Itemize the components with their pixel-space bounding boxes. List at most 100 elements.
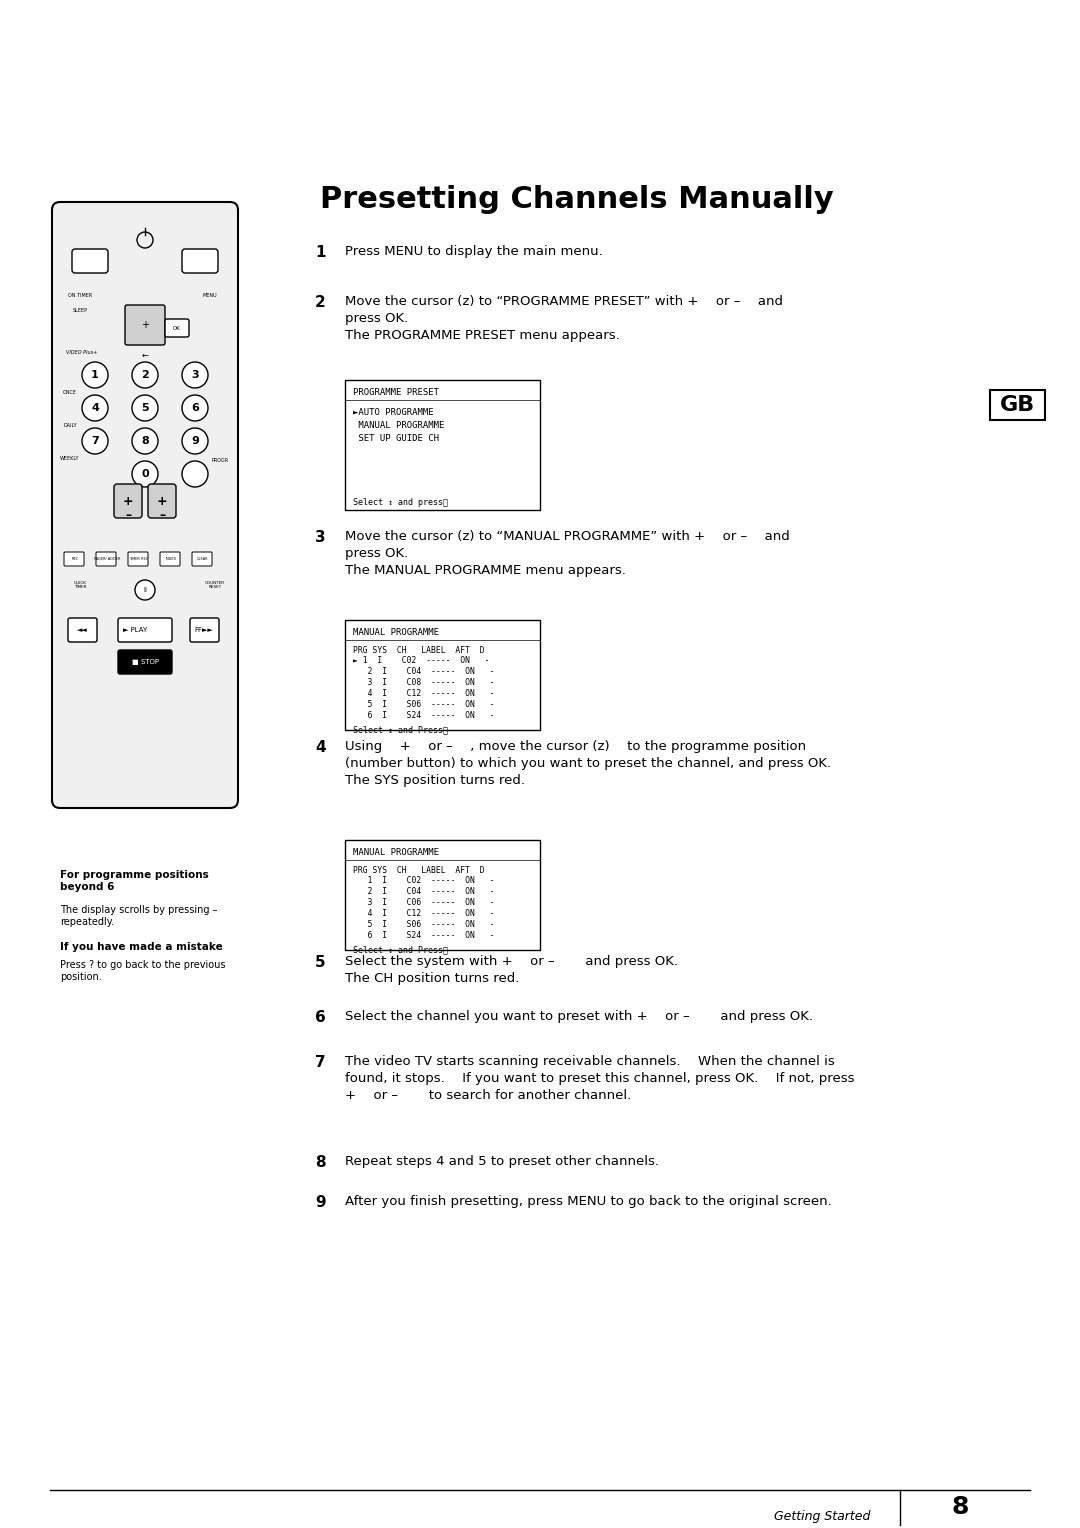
Text: 8: 8: [141, 435, 149, 446]
Text: INDEX: INDEX: [165, 558, 176, 561]
Text: ◄◄: ◄◄: [77, 626, 87, 633]
Text: CLEAR: CLEAR: [198, 558, 208, 561]
FancyBboxPatch shape: [165, 319, 189, 338]
Text: Using  +  or –  , move the cursor (z)  to the programme position
(number button): Using + or – , move the cursor (z) to th…: [345, 740, 832, 787]
Text: MANUAL PROGRAMME: MANUAL PROGRAMME: [353, 422, 444, 429]
Text: DAILY: DAILY: [64, 423, 77, 428]
Text: 6  I    S24  -----  ON   -: 6 I S24 ----- ON -: [353, 711, 495, 720]
Text: 2: 2: [141, 370, 149, 380]
Text: Move the cursor (z) to “MANUAL PROGRAMME” with +  or –  and
press OK.
The MANUAL: Move the cursor (z) to “MANUAL PROGRAMME…: [345, 530, 789, 578]
Text: GB: GB: [999, 396, 1035, 416]
Bar: [345, 620, 540, 730]
Text: If you have made a mistake: If you have made a mistake: [60, 941, 222, 952]
Text: 1: 1: [315, 244, 325, 260]
FancyBboxPatch shape: [192, 552, 212, 565]
FancyBboxPatch shape: [160, 552, 180, 565]
Text: SET UP GUIDE CH: SET UP GUIDE CH: [353, 434, 438, 443]
Circle shape: [132, 396, 158, 422]
Text: Select the system with +  or –   and press OK.
The CH position turns red.: Select the system with + or – and press …: [345, 955, 678, 986]
Text: 0: 0: [141, 469, 149, 478]
Text: Presetting Channels Manually: Presetting Channels Manually: [320, 185, 834, 214]
Bar: [345, 380, 540, 510]
FancyBboxPatch shape: [72, 249, 108, 274]
Text: ←: ←: [141, 350, 149, 359]
Text: TIMER REC: TIMER REC: [130, 558, 149, 561]
FancyBboxPatch shape: [118, 617, 172, 642]
Text: WEEKLY: WEEKLY: [60, 455, 80, 460]
Text: 9: 9: [191, 435, 199, 446]
Text: The display scrolls by pressing –
repeatedly.: The display scrolls by pressing – repeat…: [60, 905, 217, 926]
Text: ■ STOP: ■ STOP: [132, 659, 159, 665]
Text: 9: 9: [315, 1195, 326, 1210]
Text: +: +: [157, 495, 167, 507]
Text: 7: 7: [315, 1054, 326, 1070]
FancyBboxPatch shape: [183, 249, 218, 274]
Text: 4: 4: [315, 740, 326, 755]
Circle shape: [183, 362, 208, 388]
Text: 8: 8: [315, 1155, 326, 1170]
Text: OK: OK: [173, 325, 180, 330]
Circle shape: [183, 396, 208, 422]
Text: 8: 8: [951, 1494, 969, 1519]
Circle shape: [82, 428, 108, 454]
Text: 5  I    S06  -----  ON   -: 5 I S06 ----- ON -: [353, 920, 495, 929]
Text: Select ↕ and Pressⓞ: Select ↕ and Pressⓞ: [353, 944, 448, 953]
Text: 5: 5: [315, 955, 326, 970]
Text: 5  I    S06  -----  ON   -: 5 I S06 ----- ON -: [353, 700, 495, 709]
Text: Select the channel you want to preset with +  or –   and press OK.: Select the channel you want to preset wi…: [345, 1010, 813, 1024]
Text: QUICK
TIMER: QUICK TIMER: [73, 581, 86, 590]
Text: 5: 5: [141, 403, 149, 413]
Text: MENU: MENU: [203, 292, 217, 298]
Text: SLEEP: SLEEP: [72, 307, 87, 313]
Text: –: –: [125, 509, 131, 521]
Text: VIDEO Plus+: VIDEO Plus+: [66, 350, 97, 354]
Text: 2  I    C04  -----  ON   -: 2 I C04 ----- ON -: [353, 668, 495, 675]
Text: Select ↕ and Pressⓞ: Select ↕ and Pressⓞ: [353, 724, 448, 733]
Bar: [345, 840, 540, 950]
Text: After you finish presetting, press MENU to go back to the original screen.: After you finish presetting, press MENU …: [345, 1195, 832, 1209]
FancyBboxPatch shape: [114, 484, 141, 518]
Text: +: +: [123, 495, 133, 507]
Text: 6: 6: [315, 1010, 326, 1025]
Text: The video TV starts scanning receivable channels.  When the channel is
found, it: The video TV starts scanning receivable …: [345, 1054, 854, 1102]
Text: 2: 2: [315, 295, 326, 310]
Circle shape: [82, 362, 108, 388]
Text: +: +: [141, 319, 149, 330]
Circle shape: [183, 461, 208, 487]
FancyBboxPatch shape: [190, 617, 219, 642]
Text: 6: 6: [191, 403, 199, 413]
Text: ON TIMER: ON TIMER: [68, 292, 92, 298]
Text: PROGR: PROGR: [212, 457, 229, 463]
Text: 4  I    C12  -----  ON   -: 4 I C12 ----- ON -: [353, 689, 495, 698]
Text: Select ↕ and pressⓞ: Select ↕ and pressⓞ: [353, 498, 448, 507]
Text: 1  I    C02  -----  ON   -: 1 I C02 ----- ON -: [353, 876, 495, 885]
Text: Repeat steps 4 and 5 to preset other channels.: Repeat steps 4 and 5 to preset other cha…: [345, 1155, 659, 1167]
Text: PROGRAMME PRESET: PROGRAMME PRESET: [353, 388, 438, 397]
FancyBboxPatch shape: [125, 306, 165, 345]
FancyBboxPatch shape: [64, 552, 84, 565]
Text: FF►►: FF►►: [194, 626, 214, 633]
Text: PRG SYS  CH   LABEL  AFT  D: PRG SYS CH LABEL AFT D: [353, 646, 485, 656]
Text: 7: 7: [91, 435, 99, 446]
Text: Getting Started: Getting Started: [773, 1510, 870, 1523]
Text: ► PLAY: ► PLAY: [123, 626, 147, 633]
Text: –: –: [159, 509, 165, 521]
Text: 4: 4: [91, 403, 99, 413]
Circle shape: [135, 581, 156, 601]
Text: 4  I    C12  -----  ON   -: 4 I C12 ----- ON -: [353, 909, 495, 918]
Text: 3: 3: [315, 530, 326, 545]
FancyBboxPatch shape: [129, 552, 148, 565]
Text: ► 1  I    C02  -----  ON   -: ► 1 I C02 ----- ON -: [353, 656, 489, 665]
Circle shape: [132, 362, 158, 388]
Circle shape: [132, 428, 158, 454]
Text: MANUAL PROGRAMME: MANUAL PROGRAMME: [353, 628, 438, 637]
FancyBboxPatch shape: [118, 649, 172, 674]
Text: For programme positions
beyond 6: For programme positions beyond 6: [60, 869, 208, 892]
Text: ►AUTO PROGRAMME: ►AUTO PROGRAMME: [353, 408, 434, 417]
Text: 2  I    C04  -----  ON   -: 2 I C04 ----- ON -: [353, 886, 495, 895]
FancyBboxPatch shape: [68, 617, 97, 642]
Text: 3: 3: [191, 370, 199, 380]
FancyBboxPatch shape: [96, 552, 116, 565]
Text: 3  I    C08  -----  ON   -: 3 I C08 ----- ON -: [353, 678, 495, 688]
Text: ONCE: ONCE: [63, 390, 77, 394]
